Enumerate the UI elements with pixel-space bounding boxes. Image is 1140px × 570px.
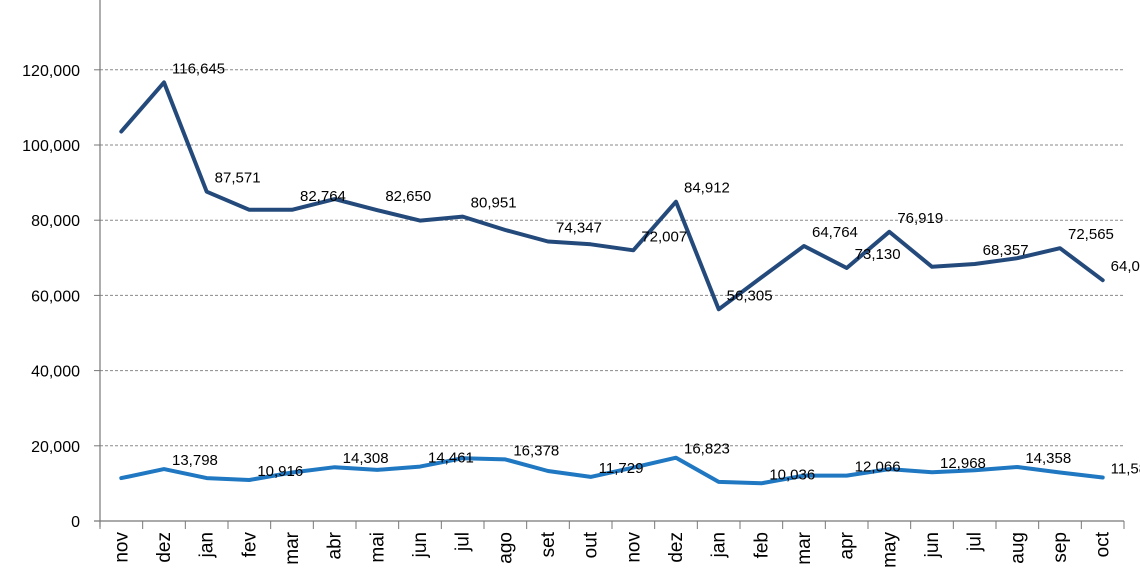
x-tick-label: fev xyxy=(239,532,260,558)
data-label: 11,581 xyxy=(1111,460,1140,477)
x-tick-label: apr xyxy=(837,531,858,559)
data-label: 82,764 xyxy=(300,188,346,205)
x-axis-tick-labels: nov dez jan fev mar abr mai jun jul ago set out nov d… xyxy=(111,531,1113,568)
x-tick-label: may xyxy=(879,532,900,568)
x-tick-label: nov xyxy=(111,532,132,563)
x-tick-label: dez xyxy=(666,532,687,563)
data-label: 14,308 xyxy=(343,450,389,467)
data-label: 73,130 xyxy=(855,246,901,263)
data-label: 84,912 xyxy=(684,180,730,197)
axes xyxy=(94,0,1125,529)
x-tick-label: jul xyxy=(965,532,986,552)
lcv-series-line xyxy=(119,455,1105,486)
y-tick-label: 80,000 xyxy=(31,213,80,230)
data-label: 16,378 xyxy=(513,442,559,459)
data-label: 12,968 xyxy=(940,455,986,472)
data-label: 72,007 xyxy=(641,228,687,245)
x-tick-label: ago xyxy=(495,532,516,564)
x-tick-label: out xyxy=(581,531,602,558)
data-label: 13,798 xyxy=(172,452,218,469)
data-label: 76,919 xyxy=(897,210,943,227)
gridlines xyxy=(100,69,1124,447)
data-label: 80,951 xyxy=(471,195,517,212)
auto-series-line xyxy=(119,80,1105,312)
x-tick-label: feb xyxy=(751,532,772,558)
x-tick-label: sep xyxy=(1050,532,1071,563)
x-tick-label: oct xyxy=(1093,531,1114,557)
y-tick-label: 40,000 xyxy=(31,364,80,381)
x-tick-label: mar xyxy=(794,531,815,564)
data-label: 10,916 xyxy=(257,463,303,480)
data-labels: 116,645 87,571 82,764 82,650 80,951 74,347 72,… xyxy=(172,60,1140,483)
x-tick-label: mai xyxy=(367,532,388,563)
data-label: 116,645 xyxy=(172,60,225,77)
data-label: 64,764 xyxy=(812,224,858,241)
x-tick-label: aug xyxy=(1007,532,1028,564)
data-label: 82,650 xyxy=(385,188,431,205)
data-label: 68,357 xyxy=(983,242,1029,259)
y-tick-label: 20,000 xyxy=(31,439,80,456)
x-tick-label: jun xyxy=(922,532,943,558)
x-tick-label: set xyxy=(538,531,559,557)
x-tick-label: dez xyxy=(154,532,175,563)
y-tick-label: 100,000 xyxy=(22,138,80,155)
x-tick-label: nov xyxy=(623,532,644,563)
data-label: 10,036 xyxy=(769,466,815,483)
data-label: 72,565 xyxy=(1068,226,1114,243)
data-label: 14,461 xyxy=(428,450,474,467)
data-label: 87,571 xyxy=(215,170,261,187)
y-tick-label: 120,000 xyxy=(22,63,80,80)
x-tick-label: jul xyxy=(453,532,474,552)
y-tick-label: 0 xyxy=(71,514,80,531)
x-tick-label: mar xyxy=(282,531,303,564)
data-label: 56,305 xyxy=(727,287,773,304)
data-label: 16,823 xyxy=(684,441,730,458)
data-label: 74,347 xyxy=(556,219,602,236)
y-tick-label: 60,000 xyxy=(31,288,80,305)
data-label: 11,729 xyxy=(599,460,644,477)
y-axis-tick-labels: 0 20,000 40,000 60,000 80,000 100,000 120,000 xyxy=(22,63,80,531)
x-tick-label: jan xyxy=(197,532,218,558)
x-tick-label: abr xyxy=(325,531,346,559)
data-label: 14,358 xyxy=(1025,450,1071,467)
data-label: 12,066 xyxy=(855,459,901,476)
x-tick-label: jun xyxy=(410,532,431,558)
series-lines xyxy=(119,80,1105,486)
x-tick-label: jan xyxy=(709,532,730,558)
data-label: 64,049 xyxy=(1111,258,1140,275)
